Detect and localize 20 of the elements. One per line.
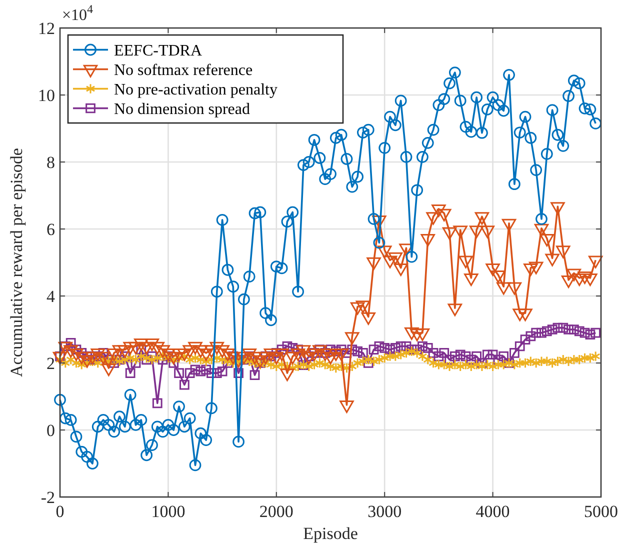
x-tick-label: 5000 bbox=[584, 502, 618, 521]
y-tick-label: 4 bbox=[46, 286, 56, 306]
x-tick-label: 2000 bbox=[259, 502, 294, 521]
y-tick-label: 6 bbox=[46, 220, 55, 239]
y-axis-title: Accumulative reward per episode bbox=[7, 148, 26, 377]
legend-label: EEFC-TDRA bbox=[114, 42, 202, 60]
y-tick-label: 12 bbox=[38, 18, 55, 38]
legend-label: No pre-activation penalty bbox=[114, 81, 278, 98]
legend-label: No dimension spread bbox=[114, 100, 250, 118]
x-axis-title: Episode bbox=[303, 524, 358, 543]
x-tick-label: 4000 bbox=[476, 502, 510, 521]
x-tick-label: 3000 bbox=[368, 502, 402, 521]
y-tick-label: 0 bbox=[46, 420, 55, 440]
text: ×10$^{4}$ bbox=[62, 2, 94, 24]
y-tick-label: -2 bbox=[40, 488, 55, 507]
y-tick-label: 2 bbox=[46, 354, 55, 373]
y-tick-label: 10 bbox=[38, 86, 55, 105]
y-tick-label: 8 bbox=[46, 152, 55, 172]
x-tick-label: 1000 bbox=[151, 502, 186, 521]
legend-label: No softmax reference bbox=[114, 62, 253, 79]
